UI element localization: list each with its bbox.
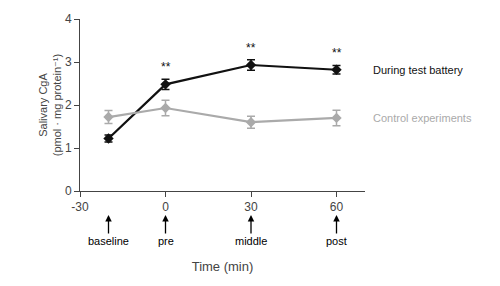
svg-text:Time (min): Time (min) [192, 259, 254, 274]
svg-text:middle: middle [235, 235, 267, 247]
svg-text:0: 0 [65, 184, 72, 198]
svg-text:**: ** [332, 46, 342, 60]
svg-text:3: 3 [65, 55, 72, 69]
svg-text:post: post [326, 235, 347, 247]
svg-text:**: ** [161, 60, 171, 74]
svg-text:4: 4 [65, 12, 72, 26]
svg-text:30: 30 [244, 200, 258, 214]
svg-text:Control experiments: Control experiments [373, 112, 472, 124]
svg-text:2: 2 [65, 98, 72, 112]
svg-text:1: 1 [65, 141, 72, 155]
svg-text:Salivary CgA(pmol · mg protein: Salivary CgA(pmol · mg protein⁻¹) [37, 54, 63, 156]
svg-text:baseline: baseline [88, 235, 129, 247]
svg-text:During test battery: During test battery [373, 64, 463, 76]
svg-text:pre: pre [158, 235, 174, 247]
svg-text:60: 60 [330, 200, 344, 214]
svg-text:**: ** [246, 41, 256, 55]
svg-text:0: 0 [162, 200, 169, 214]
svg-text:-30: -30 [71, 200, 89, 214]
